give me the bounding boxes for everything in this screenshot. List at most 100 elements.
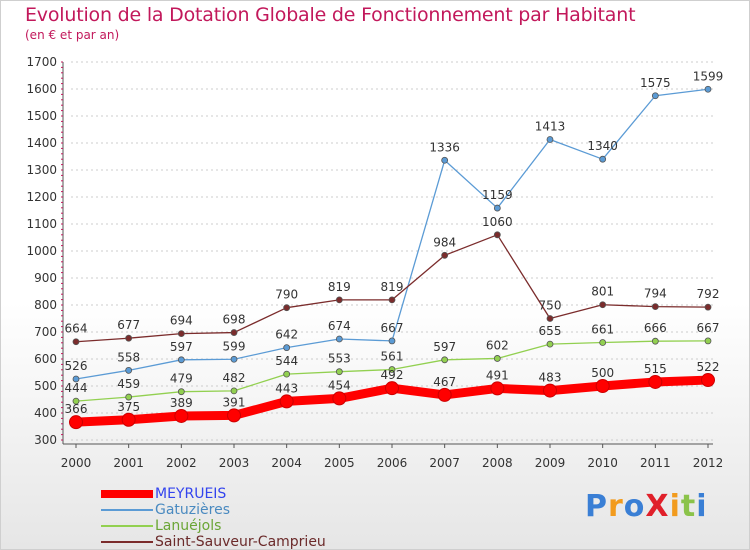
data-point-saint-sauveur-camprieu <box>599 301 607 309</box>
chart-title: Evolution de la Dotation Globale de Fonc… <box>25 4 636 26</box>
data-point-saint-sauveur-camprieu <box>335 296 343 304</box>
data-point-gatuzieres <box>177 356 185 364</box>
data-point-gatuzieres <box>493 204 501 212</box>
data-point-meyrueis <box>595 379 610 393</box>
data-point-saint-sauveur-camprieu <box>177 330 185 338</box>
data-label-gatuzieres: 674 <box>328 319 351 333</box>
data-label-meyrueis: 389 <box>170 396 193 410</box>
data-point-gatuzieres <box>283 344 291 352</box>
data-point-lanuejols <box>546 340 554 348</box>
x-tick-label: 2003 <box>219 456 250 470</box>
legend: MEYRUEIS Gatuzières Lanuéjols Saint-Sauveur… <box>101 486 326 550</box>
data-point-saint-sauveur-camprieu <box>283 304 291 312</box>
data-label-meyrueis: 492 <box>381 368 404 382</box>
data-label-saint-sauveur-camprieu: 984 <box>433 235 456 249</box>
data-point-meyrueis <box>648 374 663 389</box>
data-point-gatuzieres <box>651 92 659 100</box>
y-tick-label: 1200 <box>26 190 57 204</box>
data-label-saint-sauveur-camprieu: 792 <box>697 287 720 301</box>
data-label-lanuejols: 459 <box>117 377 140 391</box>
data-label-meyrueis: 515 <box>644 362 667 376</box>
data-point-lanuejols <box>388 366 396 373</box>
data-label-saint-sauveur-camprieu: 694 <box>170 314 193 328</box>
x-tick-label: 2008 <box>482 456 513 470</box>
data-point-saint-sauveur-camprieu <box>125 334 133 342</box>
data-label-meyrueis: 443 <box>275 381 298 395</box>
data-label-gatuzieres: 1413 <box>535 119 566 133</box>
data-label-saint-sauveur-camprieu: 1060 <box>482 215 513 229</box>
data-label-gatuzieres: 667 <box>381 321 404 335</box>
data-point-gatuzieres <box>335 335 343 343</box>
data-point-saint-sauveur-camprieu <box>493 231 501 239</box>
data-point-gatuzieres <box>230 355 238 363</box>
data-point-lanuejols <box>441 356 449 364</box>
data-label-saint-sauveur-camprieu: 790 <box>275 288 298 302</box>
x-tick-label: 2001 <box>113 456 144 470</box>
data-label-meyrueis: 391 <box>223 395 246 409</box>
y-tick-label: 1700 <box>26 55 57 69</box>
x-tick-label: 2005 <box>324 456 355 470</box>
legend-swatch <box>101 525 153 527</box>
x-tick-label: 2006 <box>377 456 408 470</box>
data-point-meyrueis <box>332 391 347 406</box>
data-label-lanuejols: 544 <box>275 354 298 368</box>
data-label-lanuejols: 661 <box>591 323 614 337</box>
data-label-lanuejols: 482 <box>223 371 246 385</box>
data-point-meyrueis <box>385 381 399 396</box>
legend-swatch <box>101 490 153 498</box>
data-point-saint-sauveur-camprieu <box>72 338 80 346</box>
x-tick-label: 2012 <box>693 456 724 470</box>
data-point-meyrueis <box>437 387 452 402</box>
data-point-saint-sauveur-camprieu <box>230 329 238 336</box>
y-tick-label: 400 <box>34 406 57 420</box>
data-label-meyrueis: 522 <box>697 360 720 374</box>
data-point-saint-sauveur-camprieu <box>546 315 554 322</box>
data-point-gatuzieres <box>125 366 133 374</box>
data-label-gatuzieres: 526 <box>65 359 88 373</box>
data-point-gatuzieres <box>704 85 712 93</box>
data-point-meyrueis <box>174 408 189 423</box>
data-point-lanuejols <box>72 397 80 405</box>
data-label-lanuejols: 602 <box>486 338 509 352</box>
data-point-lanuejols <box>283 370 291 378</box>
data-point-meyrueis <box>69 415 83 430</box>
y-tick-label: 500 <box>34 379 57 393</box>
data-point-gatuzieres <box>441 156 449 164</box>
data-label-lanuejols: 553 <box>328 352 351 366</box>
data-label-meyrueis: 366 <box>65 402 88 416</box>
legend-label: Lanuéjols <box>155 518 222 534</box>
data-label-gatuzieres: 1336 <box>429 140 460 154</box>
data-point-saint-sauveur-camprieu <box>441 251 449 259</box>
data-label-meyrueis: 483 <box>539 371 562 385</box>
data-label-meyrueis: 500 <box>591 366 614 380</box>
data-label-gatuzieres: 642 <box>275 328 298 342</box>
y-tick-label: 800 <box>34 298 57 312</box>
data-label-lanuejols: 667 <box>697 321 720 335</box>
legend-label: Saint-Sauveur-Camprieu <box>155 534 326 550</box>
data-point-meyrueis <box>701 373 715 388</box>
data-label-lanuejols: 479 <box>170 372 193 386</box>
data-point-gatuzieres <box>72 375 80 383</box>
data-point-meyrueis <box>121 412 136 427</box>
data-label-gatuzieres: 1575 <box>640 76 671 90</box>
data-label-lanuejols: 444 <box>65 381 88 395</box>
data-label-saint-sauveur-camprieu: 819 <box>328 280 351 294</box>
data-point-lanuejols <box>177 388 185 396</box>
data-label-saint-sauveur-camprieu: 801 <box>591 285 614 299</box>
data-label-saint-sauveur-camprieu: 677 <box>117 318 140 332</box>
chart-subtitle: (en € et par an) <box>25 28 120 42</box>
data-point-saint-sauveur-camprieu <box>388 296 396 304</box>
data-point-lanuejols <box>599 339 607 346</box>
data-label-lanuejols: 655 <box>539 324 562 338</box>
data-label-lanuejols: 561 <box>381 350 404 364</box>
data-point-meyrueis <box>490 381 505 396</box>
legend-item: Gatuzières <box>101 502 326 518</box>
data-label-saint-sauveur-camprieu: 698 <box>223 313 246 327</box>
legend-item: Saint-Sauveur-Camprieu <box>101 534 326 550</box>
legend-swatch <box>101 509 153 511</box>
data-point-saint-sauveur-camprieu <box>704 303 712 311</box>
legend-label: MEYRUEIS <box>155 486 227 502</box>
data-point-lanuejols <box>493 355 501 362</box>
